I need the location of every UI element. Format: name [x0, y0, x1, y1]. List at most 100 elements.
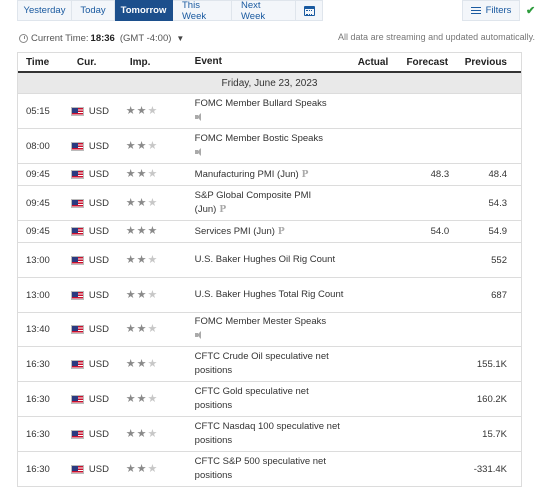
table-row[interactable]: 09:45 USD ★ ★ ★ Services PMI (Jun) P 54.0 5…	[18, 221, 521, 243]
table-row[interactable]: 09:45 USD ★ ★ ★ Manufacturing PMI (Jun) P 4…	[18, 164, 521, 186]
table-row[interactable]: 13:40 USD ★ ★ ★ FOMC Member Mester Speaks	[18, 313, 521, 347]
event-name-cell[interactable]: CFTC Nasdaq 100 speculative net position…	[193, 420, 345, 448]
header-currency: Cur.	[76, 56, 97, 68]
header-importance: Imp.	[129, 56, 151, 68]
us-flag-icon	[70, 255, 84, 265]
us-flag-icon	[70, 106, 84, 116]
us-flag-icon	[70, 198, 84, 208]
speech-icon	[194, 331, 203, 339]
importance-star-icon: ★	[125, 323, 136, 335]
event-name-cell[interactable]: Manufacturing PMI (Jun) P	[193, 168, 345, 182]
event-previous: 552	[491, 254, 507, 266]
table-row[interactable]: 16:30 USD ★ ★ ★ CFTC S&P 500 speculative n…	[18, 452, 521, 486]
tab-this-week[interactable]: This Week	[173, 0, 232, 22]
event-name-cell[interactable]: CFTC S&P 500 speculative net positions	[193, 455, 345, 483]
event-previous: 54.3	[488, 197, 508, 209]
event-previous: 54.9	[488, 226, 508, 237]
event-link[interactable]: S&P Global Composite PMI (Jun)	[194, 190, 312, 215]
table-row[interactable]: 16:30 USD ★ ★ ★ CFTC Nasdaq 100 speculativ…	[18, 417, 521, 452]
event-time: 09:45	[26, 197, 50, 209]
event-currency: USD	[70, 105, 124, 117]
table-row[interactable]: 16:30 USD ★ ★ ★ CFTC Gold speculative net …	[18, 382, 521, 417]
table-row[interactable]: 05:15 USD ★ ★ ★ FOMC Member Bullard Speaks	[18, 94, 521, 129]
tab-today[interactable]: Today	[72, 0, 115, 21]
event-link[interactable]: CFTC S&P 500 speculative net positions	[194, 456, 326, 481]
importance-star-icon: ★	[136, 462, 147, 475]
importance-star-icon: ★	[147, 225, 158, 237]
importance-star-icon: ★	[125, 392, 136, 405]
event-link[interactable]: CFTC Gold speculative net positions	[194, 386, 309, 411]
importance-star-icon: ★	[136, 253, 147, 266]
importance-rating: ★ ★ ★	[124, 357, 193, 370]
event-time: 09:45	[26, 169, 50, 180]
event-name-cell[interactable]: CFTC Crude Oil speculative net positions	[193, 350, 345, 378]
event-link[interactable]: CFTC Crude Oil speculative net positions	[194, 351, 329, 376]
header-forecast: Forecast	[406, 56, 449, 68]
importance-star-icon: ★	[147, 253, 158, 266]
streaming-note: All data are streaming and updated autom…	[338, 32, 535, 42]
importance-star-icon: ★	[125, 104, 136, 117]
event-link[interactable]: U.S. Baker Hughes Total Rig Count	[194, 289, 344, 300]
current-time-selector[interactable]: Current Time: 18:36 (GMT -4:00) ▼	[19, 33, 184, 44]
event-name-cell[interactable]: U.S. Baker Hughes Oil Rig Count	[193, 253, 345, 267]
event-currency: USD	[70, 359, 124, 370]
us-flag-icon	[70, 170, 84, 179]
us-flag-icon	[70, 429, 84, 439]
importance-star-icon: ★	[125, 462, 136, 475]
importance-star-icon: ★	[136, 392, 147, 405]
event-time: 13:00	[26, 289, 50, 301]
importance-rating: ★ ★ ★	[124, 169, 193, 180]
header-time: Time	[26, 56, 50, 68]
tab-next-week[interactable]: Next Week	[232, 0, 296, 22]
currency-code: USD	[88, 105, 109, 117]
table-row[interactable]: 16:30 USD ★ ★ ★ CFTC Crude Oil speculative…	[18, 347, 521, 382]
event-forecast: 48.3	[430, 169, 450, 180]
event-name-cell[interactable]: CFTC Gold speculative net positions	[193, 385, 345, 413]
importance-rating: ★ ★ ★	[124, 196, 193, 209]
us-flag-icon	[70, 359, 84, 369]
importance-star-icon: ★	[147, 462, 158, 475]
event-name-cell[interactable]: Services PMI (Jun) P	[193, 225, 345, 239]
calendar-picker-button[interactable]	[296, 0, 323, 21]
event-link[interactable]: FOMC Member Mester Speaks	[194, 316, 327, 327]
event-name-cell[interactable]: FOMC Member Bullard Speaks	[193, 97, 345, 126]
preliminary-icon: P	[277, 226, 285, 237]
importance-star-icon: ★	[147, 139, 158, 152]
event-link[interactable]: CFTC Nasdaq 100 speculative net position…	[194, 421, 340, 446]
event-link[interactable]: Manufacturing PMI (Jun)	[194, 168, 299, 180]
importance-star-icon: ★	[125, 196, 136, 209]
event-name-cell[interactable]: FOMC Member Bostic Speaks	[193, 132, 345, 161]
event-link[interactable]: FOMC Member Bullard Speaks	[194, 97, 327, 109]
tab-yesterday[interactable]: Yesterday	[17, 0, 72, 21]
currency-code: USD	[88, 169, 109, 180]
event-link[interactable]: Services PMI (Jun)	[194, 225, 275, 237]
tab-tomorrow[interactable]: Tomorrow	[115, 0, 173, 21]
checkmark-icon: ✔	[526, 5, 536, 17]
table-row[interactable]: 13:00 USD ★ ★ ★ U.S. Baker Hughes Oil Rig …	[18, 243, 521, 278]
date-tab-bar: Yesterday Today Tomorrow This Week Next …	[17, 0, 323, 22]
importance-star-icon: ★	[125, 168, 136, 180]
table-row[interactable]: 09:45 USD ★ ★ ★ S&P Global Composite PMI (…	[18, 186, 521, 221]
currency-code: USD	[88, 140, 109, 152]
speech-icon	[194, 112, 203, 121]
event-currency: USD	[70, 169, 124, 180]
event-link[interactable]: FOMC Member Bostic Speaks	[194, 132, 323, 144]
event-name-cell[interactable]: S&P Global Composite PMI (Jun) P	[193, 189, 345, 217]
us-flag-icon	[70, 464, 84, 474]
importance-star-icon: ★	[147, 357, 158, 370]
current-time-value: 18:36	[90, 33, 115, 44]
table-row[interactable]: 08:00 USD ★ ★ ★ FOMC Member Bostic Speaks	[18, 129, 521, 164]
importance-rating: ★ ★ ★	[124, 289, 193, 301]
event-time: 13:40	[26, 324, 50, 335]
event-previous: -331.4K	[473, 463, 507, 475]
importance-star-icon: ★	[125, 139, 136, 152]
event-name-cell[interactable]: U.S. Baker Hughes Total Rig Count	[193, 288, 345, 302]
event-link[interactable]: U.S. Baker Hughes Oil Rig Count	[194, 254, 336, 265]
importance-star-icon: ★	[136, 104, 147, 117]
event-currency: USD	[70, 140, 124, 152]
header-event: Event	[194, 56, 222, 67]
table-row[interactable]: 13:00 USD ★ ★ ★ U.S. Baker Hughes Total Ri…	[18, 278, 521, 313]
filters-button[interactable]: Filters	[462, 0, 520, 21]
event-name-cell[interactable]: FOMC Member Mester Speaks	[193, 315, 345, 344]
event-previous: 687	[491, 289, 507, 301]
